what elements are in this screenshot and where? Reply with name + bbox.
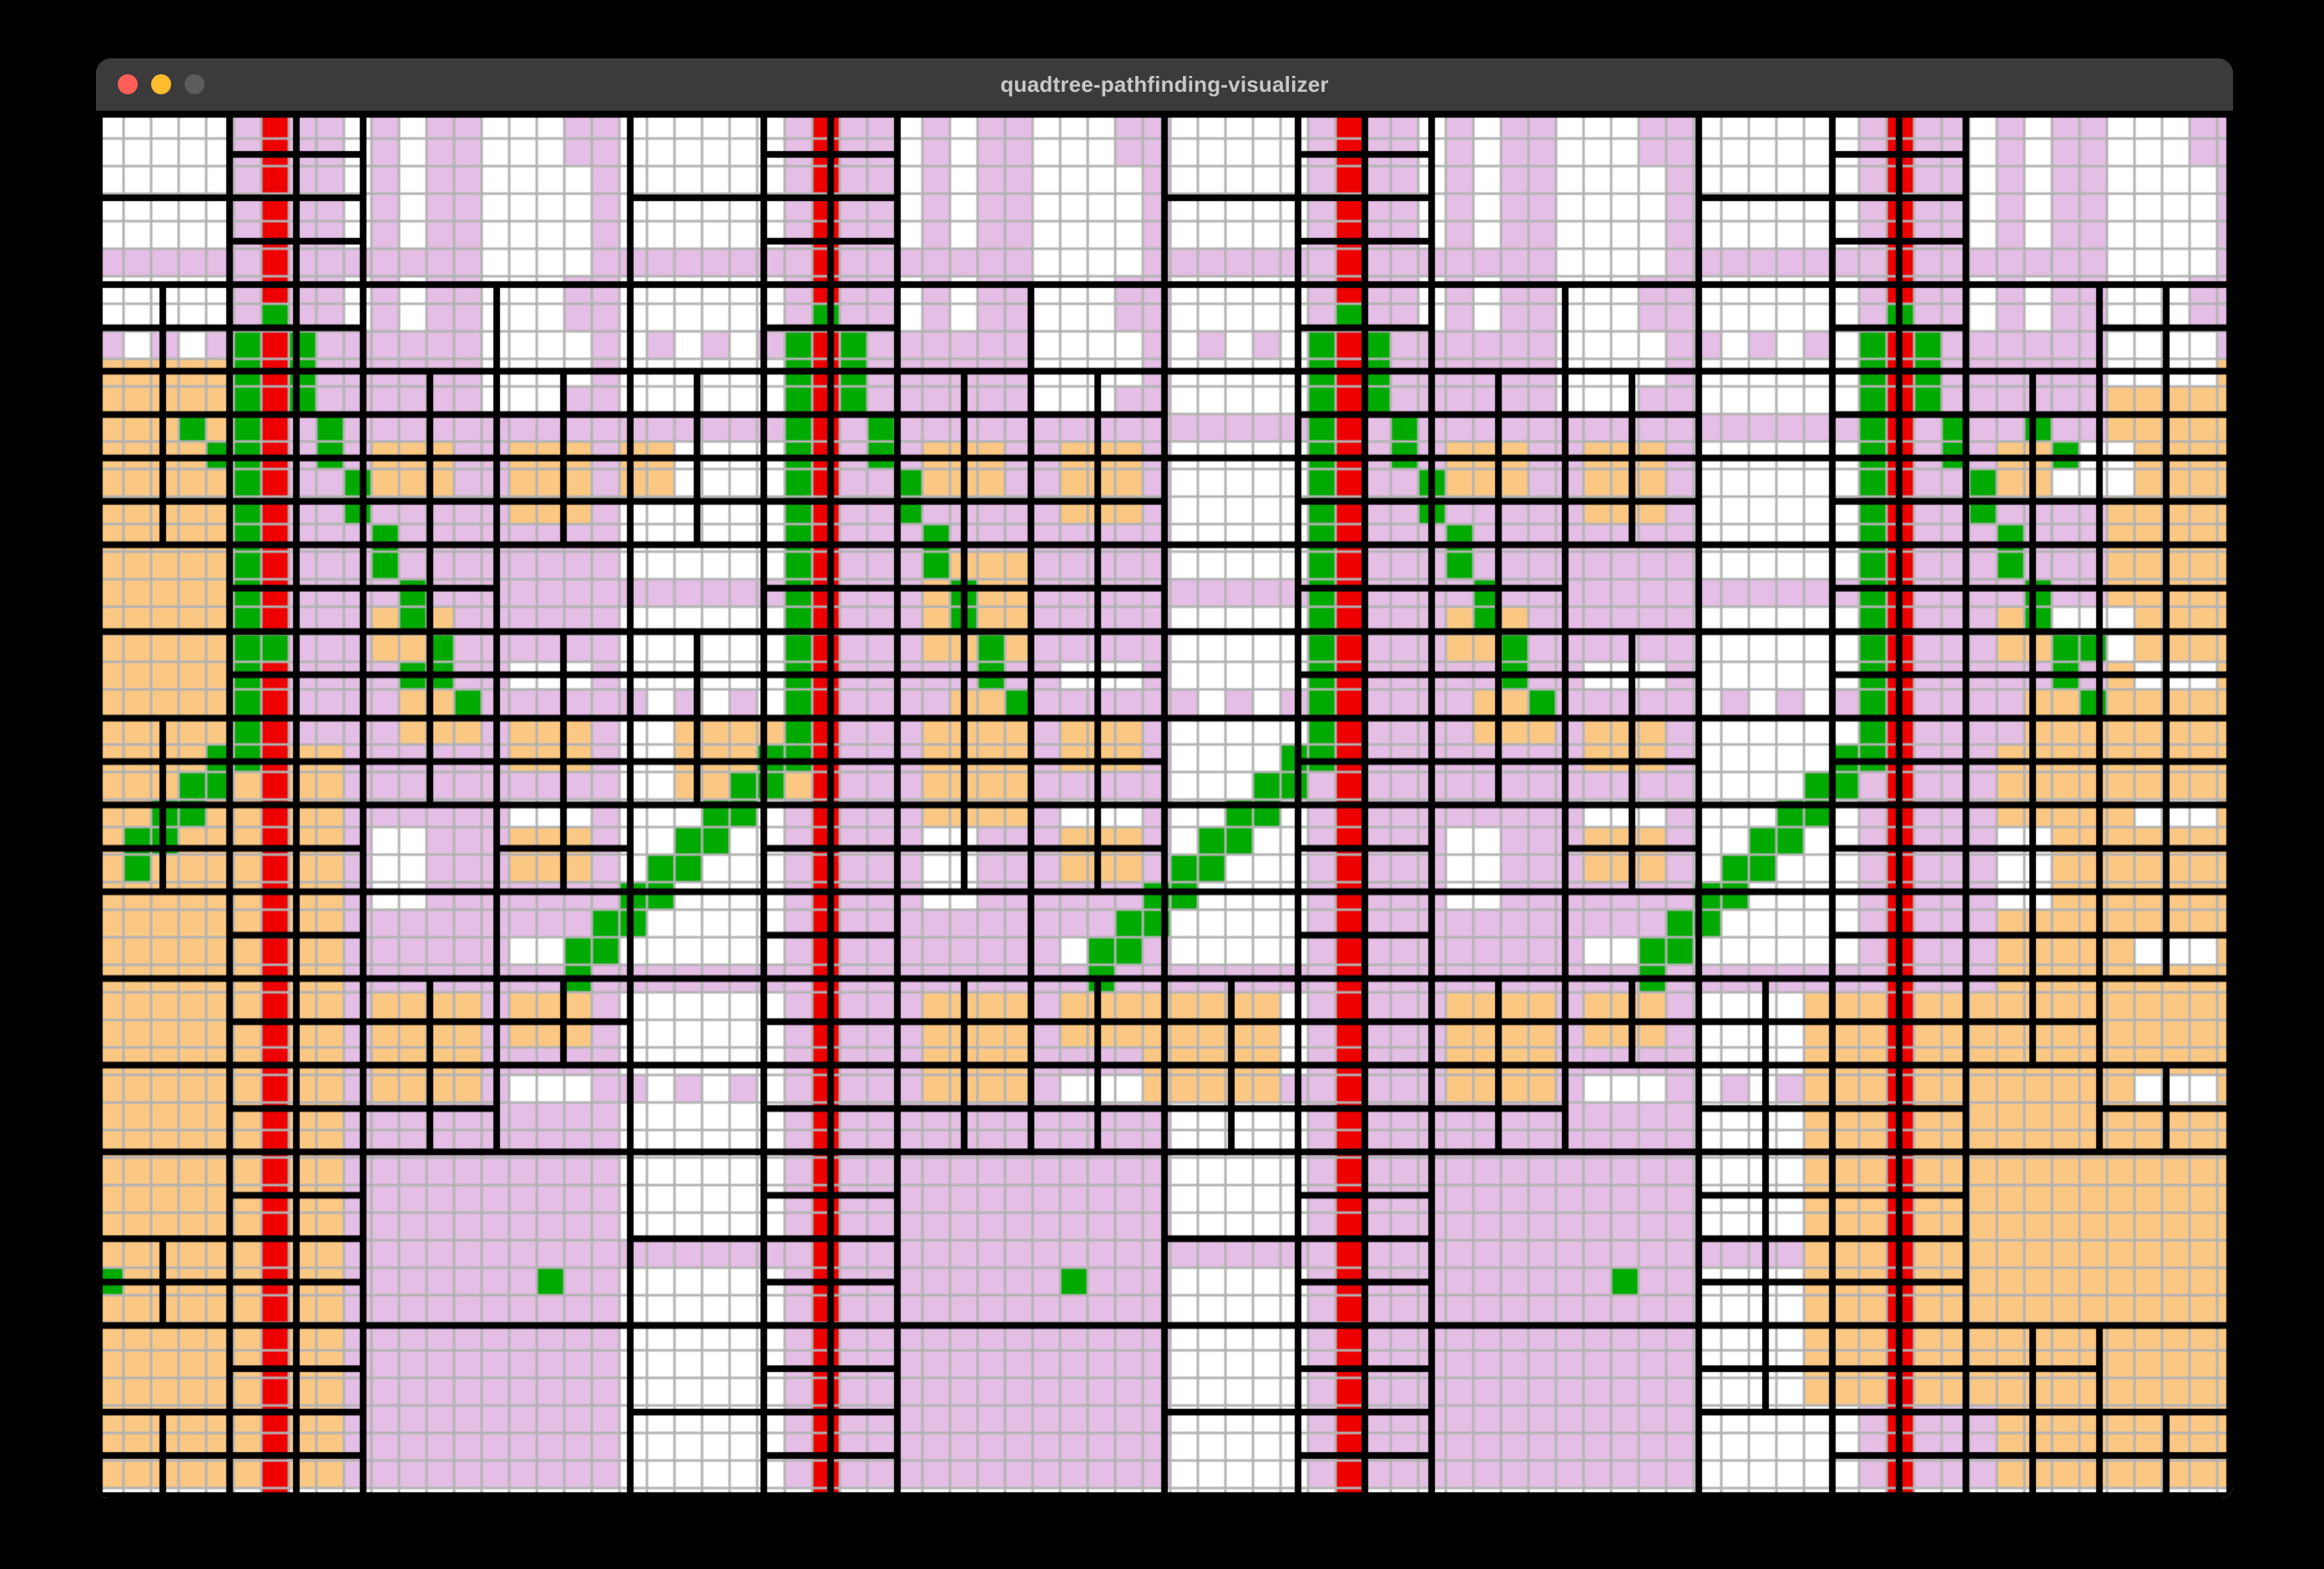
window-titlebar[interactable]: quadtree-pathfinding-visualizer <box>96 58 2233 111</box>
visualization-canvas-container[interactable] <box>96 111 2233 1498</box>
window-title: quadtree-pathfinding-visualizer <box>1000 71 1329 97</box>
close-button[interactable] <box>118 74 138 94</box>
app-window: quadtree-pathfinding-visualizer <box>96 58 2233 1498</box>
minimize-button[interactable] <box>151 74 171 94</box>
quadtree-pathfinding-grid[interactable] <box>96 111 2233 1498</box>
traffic-light-group <box>118 58 205 110</box>
zoom-button[interactable] <box>184 74 205 94</box>
